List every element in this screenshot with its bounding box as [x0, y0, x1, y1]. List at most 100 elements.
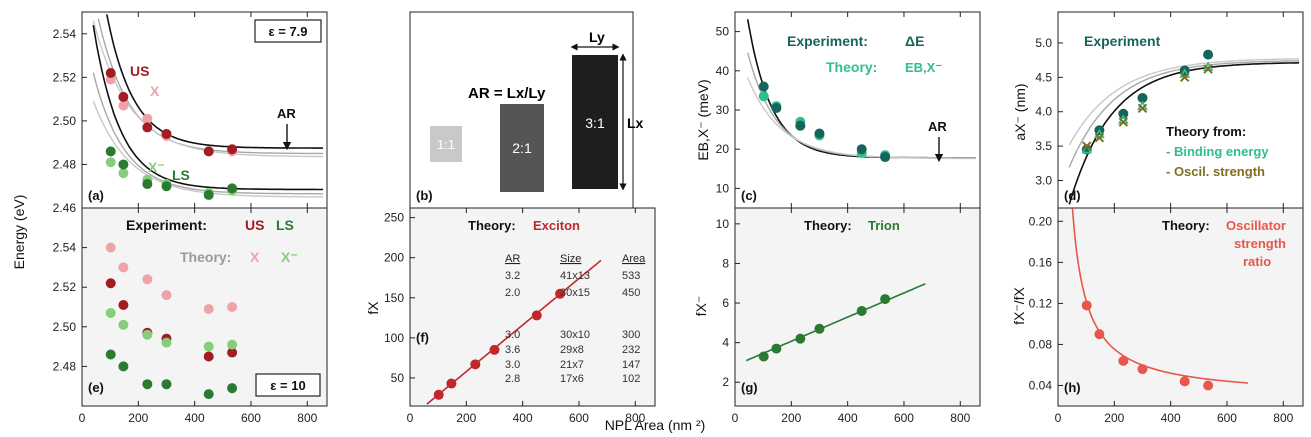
panel-h-xtick-label: 600	[1217, 411, 1237, 425]
f-table-cell: 3.2	[505, 270, 520, 282]
a-ar-label: AR	[277, 106, 296, 121]
panel-g-xtick-label: 400	[838, 411, 858, 425]
e-ls-point	[105, 349, 116, 360]
f-table-cell: 30x15	[560, 287, 590, 299]
f-table-cell: 533	[622, 270, 640, 282]
panel-e-xtick-label: 800	[297, 411, 317, 425]
d-oscil-point-b	[1118, 117, 1129, 127]
e-ls-point	[142, 379, 153, 390]
a-ls-text: LS	[172, 167, 190, 183]
panel-h-xtick-label: 0	[1055, 411, 1062, 425]
panel-g-ytick-label: 8	[722, 256, 729, 270]
e-x-point	[203, 303, 214, 314]
panel-h-frame	[1057, 207, 1304, 407]
e-ls-point	[161, 379, 172, 390]
f-exciton-point	[446, 378, 457, 389]
panel-e-xtick-label: 0	[79, 411, 86, 425]
panel-f-xtick-label: 400	[513, 411, 533, 425]
c-experiment-point	[880, 152, 891, 163]
panel-g-xtick-label: 600	[894, 411, 914, 425]
e-legend-ls: LS	[276, 217, 294, 233]
f-table-header: Size	[560, 253, 581, 265]
f-exciton-point	[531, 310, 542, 321]
a-ls-fit-black	[92, 24, 324, 191]
h-ratio-point	[1179, 376, 1190, 387]
panel-f-ytick-label: 50	[391, 371, 405, 385]
c-legend-experiment: Experiment:	[787, 33, 868, 49]
d-legend-oscil: - Oscil. strength	[1166, 164, 1265, 179]
e-us-point	[227, 347, 238, 358]
panel-e-xtick-label: 200	[128, 411, 148, 425]
panel-a-ytick-label: 2.48	[53, 157, 77, 171]
box-1to1	[430, 126, 462, 162]
c-legend-theory: Theory:	[826, 59, 877, 75]
a-ls-point	[142, 179, 153, 190]
a-x-point	[142, 113, 153, 124]
f-table-cell: 300	[622, 329, 640, 341]
f-table-header: Area	[622, 253, 646, 265]
f-table-cell: 147	[622, 359, 640, 371]
d-ylabel: aX⁻ (nm)	[1012, 83, 1028, 140]
ly-label: Ly	[589, 29, 605, 45]
lx-label: Lx	[627, 115, 644, 131]
e-legend-x: X	[250, 249, 260, 265]
f-table-cell: 3.6	[505, 344, 520, 356]
panel-h-ytick-label: 0.08	[1029, 337, 1053, 351]
d-experiment-point	[1118, 108, 1129, 119]
e-us-point	[118, 300, 129, 311]
g-trion-point	[814, 323, 825, 334]
f-table-cell: 17x6	[560, 373, 584, 385]
f-table-cell: 450	[622, 287, 640, 299]
f-exciton-point	[470, 359, 481, 370]
c-ylabel: EB,X⁻ (meV)	[695, 79, 711, 160]
shared-xlabel: NPL Area (nm ²)	[605, 417, 706, 433]
panel-d-ytick-label: 5.0	[1035, 36, 1052, 50]
g-ylabel: fX⁻	[693, 296, 709, 317]
f-table-cell: 2.0	[505, 287, 520, 299]
e-legend-us: US	[245, 217, 264, 233]
panel-f-label: (f)	[416, 330, 429, 345]
g-theory-label: Theory:	[804, 218, 852, 233]
panel-g-xtick-label: 800	[950, 411, 970, 425]
d-legend-binding: - Binding energy	[1166, 144, 1269, 159]
g-trion-point	[856, 305, 867, 316]
e-eps-box	[255, 373, 321, 397]
h-theory-name-2: strength	[1234, 236, 1286, 251]
box-3to1	[572, 55, 618, 189]
c-legend-eb: EB,X⁻	[905, 60, 942, 75]
f-theory-label: Theory:	[468, 218, 516, 233]
e-us-point	[105, 278, 116, 289]
panel-c-label: (c)	[741, 188, 757, 203]
e-x-point	[105, 242, 116, 253]
a-x-text: X	[150, 83, 160, 99]
panel-c-ytick-label: 50	[716, 25, 730, 39]
panel-g-ytick-label: 6	[722, 296, 729, 310]
g-trion-point	[758, 351, 769, 362]
g-trion-point	[880, 294, 891, 305]
a-ls-point	[227, 183, 238, 194]
e-eps-label: ε = 10	[270, 378, 305, 393]
energy-ylabel: Energy (eV)	[11, 195, 27, 270]
h-ratio-point	[1094, 329, 1105, 340]
f-exciton-point	[555, 288, 566, 299]
a-us-point	[142, 122, 153, 133]
box-3to1-label: 3:1	[585, 115, 605, 131]
f-table-header: AR	[505, 253, 520, 265]
panel-f-xtick-label: 800	[625, 411, 645, 425]
e-xminus-point	[227, 339, 238, 350]
box-2to1	[500, 104, 544, 192]
panel-f-ytick-label: 200	[384, 251, 404, 265]
a-us-point	[203, 146, 214, 157]
panel-g-ytick-label: 2	[722, 375, 729, 389]
a-eps-box	[254, 19, 322, 43]
e-x-point	[142, 274, 153, 285]
panel-e-ytick-label: 2.54	[53, 241, 77, 255]
c-experiment-point	[814, 128, 825, 139]
g-trion-point	[771, 343, 782, 354]
panel-c-ytick-label: 20	[716, 142, 730, 156]
e-xminus-point	[203, 341, 214, 352]
f-table-cell: 2.8	[505, 373, 520, 385]
panel-h-ytick-label: 0.16	[1029, 255, 1053, 269]
a-ls-point	[161, 181, 172, 192]
a-xminus-text: X⁻	[148, 159, 165, 175]
